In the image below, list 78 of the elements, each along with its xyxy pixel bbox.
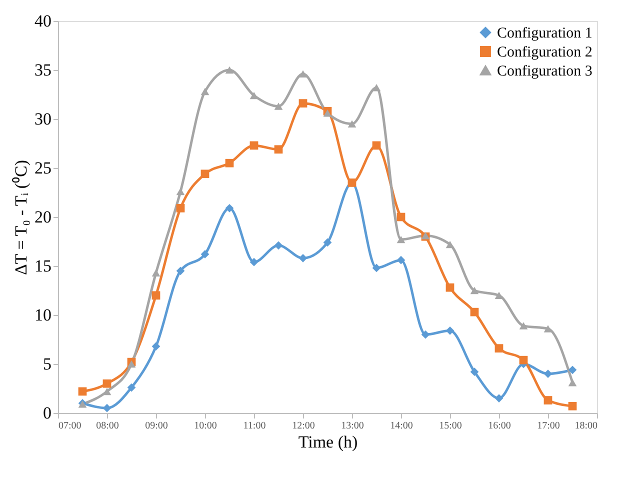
legend-label: Configuration 1	[497, 26, 592, 42]
point	[544, 325, 552, 332]
x-tick-label: 12:00	[292, 420, 315, 432]
point	[200, 88, 210, 96]
point	[225, 204, 234, 212]
point	[102, 379, 112, 388]
point	[225, 66, 234, 74]
x-tick-label: 10:00	[194, 420, 217, 432]
point	[519, 322, 528, 330]
y-tick-label: 0	[43, 404, 52, 422]
y-tick-label: 35	[34, 60, 52, 80]
point	[200, 170, 210, 178]
point	[152, 269, 160, 276]
point	[250, 141, 258, 150]
point	[274, 145, 283, 154]
x-tick-label: 08:00	[96, 420, 119, 432]
point	[250, 258, 258, 266]
point	[494, 344, 504, 353]
point	[568, 366, 577, 374]
x-tick-label: 09:00	[145, 420, 168, 432]
y-tick-label: 20	[34, 208, 52, 226]
point	[396, 212, 406, 222]
y-tick-label: 40	[34, 12, 52, 30]
point	[446, 326, 454, 335]
y-tick-label: 15	[34, 256, 52, 276]
x-tick-label: 15:00	[439, 420, 462, 432]
point	[298, 254, 308, 262]
y-tick-label: 5	[43, 354, 52, 374]
point	[152, 291, 160, 300]
point	[568, 378, 577, 386]
point	[176, 188, 185, 196]
legend-label: Configuration 3	[497, 64, 592, 80]
point	[298, 70, 308, 78]
point	[396, 236, 406, 244]
x-axis-title: Time (h)	[298, 432, 358, 452]
point	[470, 286, 479, 294]
point	[78, 387, 87, 396]
y-tick-label: 30	[34, 110, 52, 128]
x-tick-label: 13:00	[341, 420, 364, 432]
x-tick-label: 11:00	[243, 420, 266, 432]
point	[396, 256, 406, 264]
point	[494, 394, 504, 402]
point	[348, 120, 356, 128]
point	[470, 308, 479, 316]
point	[372, 84, 381, 92]
legend-label: Configuration 2	[497, 44, 592, 60]
point	[127, 360, 136, 368]
point	[372, 264, 381, 272]
point	[421, 330, 430, 339]
point	[372, 141, 381, 150]
point	[446, 283, 454, 292]
point	[568, 402, 577, 410]
point	[298, 99, 308, 108]
y-tick-label: 25	[34, 158, 52, 178]
point	[323, 109, 332, 117]
point	[519, 356, 528, 364]
point	[274, 102, 283, 110]
point	[323, 238, 332, 247]
point	[544, 370, 552, 378]
point	[176, 204, 185, 212]
x-tick-label: 16:00	[488, 420, 511, 432]
point	[102, 404, 112, 412]
x-tick-label: 18:00	[574, 420, 598, 432]
point	[274, 241, 283, 250]
point	[250, 92, 258, 100]
point	[176, 266, 185, 276]
point	[200, 250, 210, 258]
point	[152, 342, 160, 351]
y-axis-title: ΔT = T₀ - Tᵢ (⁰C)	[12, 160, 30, 276]
point	[102, 388, 112, 396]
point	[470, 368, 479, 376]
x-tick-label: 14:00	[390, 420, 413, 432]
x-tick-label: 17:00	[537, 420, 560, 432]
x-tick-label: 07:00	[58, 420, 82, 432]
point	[544, 396, 552, 404]
point	[127, 383, 136, 392]
point	[225, 158, 234, 168]
y-tick-label: 10	[34, 306, 52, 324]
